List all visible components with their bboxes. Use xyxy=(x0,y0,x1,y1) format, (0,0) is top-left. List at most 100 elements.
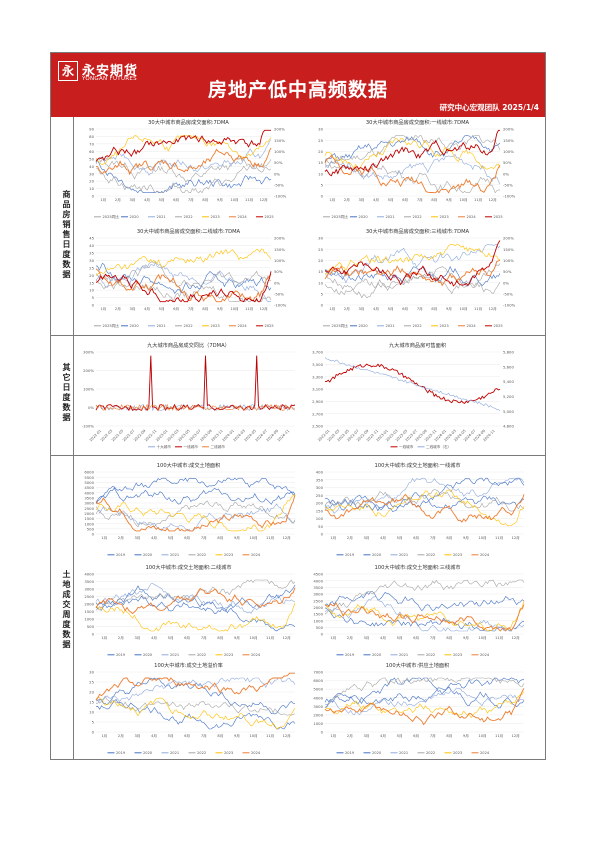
series-line-4 xyxy=(324,137,501,170)
y-tick-label: 30 xyxy=(89,171,94,176)
y-tick-label: 15 xyxy=(318,269,323,274)
legend-label: 2022 xyxy=(197,653,206,657)
x-tick-label: 2月 xyxy=(344,197,350,202)
x-tick-label: 3月 xyxy=(364,733,370,738)
legend-label: 2025同比 xyxy=(332,214,349,219)
legend-label: 2025同比 xyxy=(103,214,120,219)
series-line-3 xyxy=(324,677,525,708)
series-line-2 xyxy=(95,403,296,412)
series-line-0 xyxy=(95,487,296,505)
y-tick-label: 0 xyxy=(321,303,324,308)
series-line-3 xyxy=(95,579,296,611)
series-line-0 xyxy=(324,163,501,194)
x-tick-label: 8月 xyxy=(431,306,437,311)
chart-3: 30大中城市商品房成交面积:三线城市:7DMA051015202530-100%… xyxy=(318,227,515,328)
x-tick-label: 4月 xyxy=(144,306,150,311)
series-line-3 xyxy=(324,579,525,615)
y-tick-label: 3500 xyxy=(84,579,94,584)
series-line-4 xyxy=(324,600,525,632)
x-tick-label: 1月 xyxy=(101,535,107,540)
y-tick-label: 100 xyxy=(316,516,324,521)
legend-label: 2020 xyxy=(359,215,369,219)
y-tick-label: 0 xyxy=(92,194,95,199)
legend-label: 2021 xyxy=(399,751,408,755)
legend-label: 2021 xyxy=(170,653,179,657)
y-tick-label: 0 xyxy=(321,194,324,199)
y-tick-label: 4000 xyxy=(313,695,323,700)
x-tick-label: 7月 xyxy=(430,635,436,640)
y-tick-label: 300 xyxy=(316,485,324,490)
x-tick-label: 12月 xyxy=(489,306,497,311)
series-line-1 xyxy=(324,357,501,411)
y-tick-label: 5 xyxy=(92,295,95,300)
x-tick-label: 4月 xyxy=(144,197,150,202)
x-tick-label: 4月 xyxy=(380,635,386,640)
legend-label: 2023 xyxy=(211,215,220,219)
x-tick-label: 10月 xyxy=(478,535,486,540)
y-tick-label: 1500 xyxy=(84,516,94,521)
y-tick-label: 6000 xyxy=(313,678,323,683)
series-line-1 xyxy=(95,585,296,632)
y-tick-label: 15 xyxy=(89,700,94,705)
legend-label: 2021 xyxy=(170,553,179,557)
y-tick-label: 0 xyxy=(321,532,324,537)
series-line-0 xyxy=(95,273,272,303)
chart-4: 九大城市商品房成交同比（7DMA）-100%0%100%200%300%2022… xyxy=(82,341,296,449)
y-tick-label: 5 xyxy=(321,291,324,296)
x-tick-label: 8月 xyxy=(202,306,208,311)
x-tick-label: 5月 xyxy=(397,733,403,738)
y2-tick-label: 150% xyxy=(274,247,285,252)
y-tick-label: 1000 xyxy=(84,521,94,526)
y-tick-label: 3500 xyxy=(313,585,323,590)
y-tick-label: 20 xyxy=(89,179,94,184)
y-tick-label: 6000 xyxy=(84,470,94,475)
x-tick-label: 5月 xyxy=(397,535,403,540)
x-tick-label: 9月 xyxy=(234,635,240,640)
legend-label: 2023 xyxy=(453,653,462,657)
x-tick-label: 8月 xyxy=(217,535,223,540)
x-tick-label: 5月 xyxy=(397,635,403,640)
chart-title: 30大中城市商品房成交面积:7DMA xyxy=(148,118,229,126)
y-tick-label: 100% xyxy=(83,387,94,392)
x-tick-label: 10月 xyxy=(249,535,257,540)
x-tick-label: 12月 xyxy=(283,535,291,540)
y-tick-label: 5 xyxy=(92,720,95,725)
section-divider-2 xyxy=(51,455,545,456)
x-tick-label: 7月 xyxy=(417,197,423,202)
series-line-1 xyxy=(95,262,272,294)
y-tick-label: 5500 xyxy=(84,475,94,480)
x-tick-label: 10月 xyxy=(230,306,238,311)
series-line-2 xyxy=(95,139,272,176)
chart-title: 30大中城市商品房成交面积:二线城市:7DMA xyxy=(137,227,241,235)
x-tick-label: 11月 xyxy=(474,306,482,311)
y2-tick-label: 4,800 xyxy=(503,424,514,429)
legend-label: 2021 xyxy=(399,553,408,557)
legend-label: 2024 xyxy=(480,751,490,755)
legend-label: 2019 xyxy=(116,653,126,657)
series-line-5 xyxy=(324,493,525,523)
y2-tick-label: 100% xyxy=(503,258,514,263)
x-tick-label: 7月 xyxy=(430,535,436,540)
series-line-5 xyxy=(95,587,296,615)
chart-2: 30大中城市商品房成交面积:二线城市:7DMA05101520253035404… xyxy=(89,227,286,328)
x-tick-label: 8月 xyxy=(446,535,452,540)
chart-0: 30大中城市商品房成交面积:7DMA 0 10 20 30 40 50 60 70 80 90 -10… xyxy=(89,118,286,219)
series-line-5 xyxy=(95,268,272,303)
series-line-1 xyxy=(95,355,296,412)
x-tick-label: 10月 xyxy=(478,635,486,640)
y-tick-label: 50 xyxy=(89,156,94,161)
section-label-sales: 商品房销售日度数据 xyxy=(62,190,71,280)
x-tick-label: 9月 xyxy=(446,197,452,202)
chart-title: 100大中城市:成交土地面积 xyxy=(157,461,221,469)
y-tick-label: 45 xyxy=(89,236,94,241)
chart-9: 100大中城市:成交土地面积:三线城市050010001500200025003… xyxy=(313,563,525,657)
x-tick-label: 4月 xyxy=(151,535,157,540)
y-tick-label: 20 xyxy=(89,273,94,278)
series-line-1 xyxy=(324,265,501,287)
y-tick-label: 1000 xyxy=(84,617,94,622)
x-tick-label: 5月 xyxy=(388,306,394,311)
chart-title: 100大中城市:成交土地面积:三线城市 xyxy=(374,563,460,571)
chart-8: 100大中城市:成交土地面积:二线城市 0 500 1000 1500 2000 2500 3… xyxy=(84,563,296,657)
legend-label: 2020 xyxy=(130,324,140,328)
y2-tick-label: 0% xyxy=(274,280,280,285)
